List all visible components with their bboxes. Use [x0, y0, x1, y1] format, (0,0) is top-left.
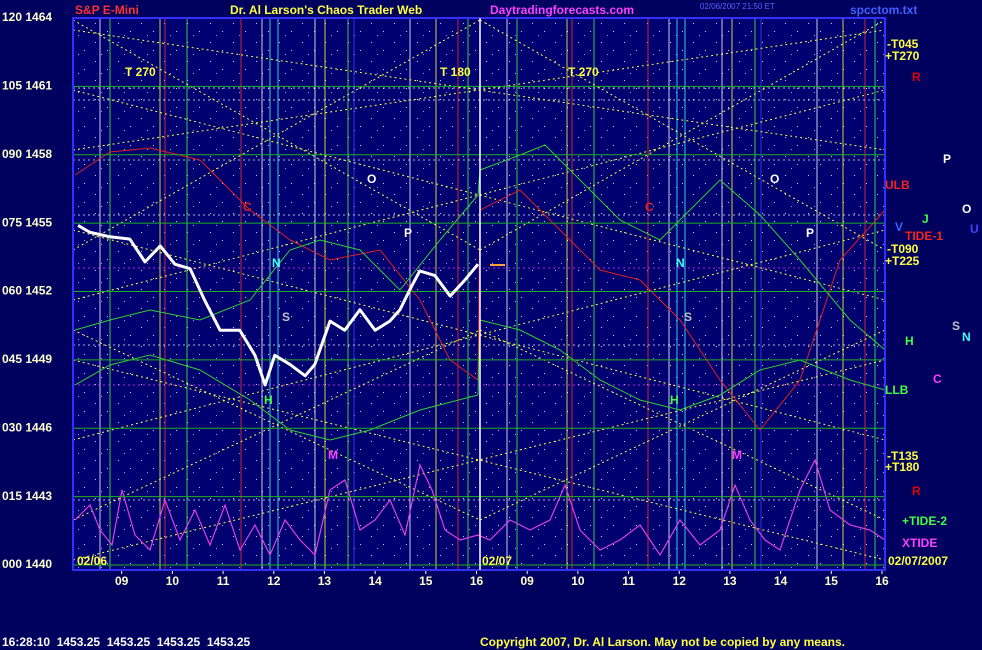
y-tick-label: 030 1446: [2, 420, 52, 434]
x-tick-label: 16: [875, 574, 889, 588]
copyright: Copyright 2007, Dr. Al Larson. May not b…: [480, 635, 845, 649]
chart-title: Dr. Al Larson's Chaos Trader Web: [230, 3, 422, 17]
annotation: N: [272, 256, 281, 270]
annotation: +T270: [885, 49, 920, 63]
x-tick-label: 09: [521, 574, 535, 588]
annotation: 02/07: [482, 554, 512, 568]
trend-line: [72, 359, 886, 561]
site: Daytradingforecasts.com: [490, 3, 634, 17]
annotation: P: [404, 226, 412, 240]
y-tick-label: 120 1464: [2, 10, 52, 24]
x-tick-label: 15: [825, 574, 839, 588]
annotation: H: [905, 334, 914, 348]
x-tick-label: 13: [723, 574, 737, 588]
instrument: S&P E-Mini: [75, 3, 139, 17]
annotation: P: [943, 152, 951, 166]
plot-border: [72, 17, 886, 571]
y-tick-label: 015 1443: [2, 489, 52, 503]
annotation: H: [264, 393, 273, 407]
annotation: H: [670, 393, 679, 407]
x-tick-label: 11: [622, 574, 635, 588]
red-band: [74, 147, 886, 431]
annotation: T 270: [125, 65, 156, 79]
annotation: -T090: [887, 242, 919, 256]
annotation: R: [912, 70, 921, 84]
annotation: S: [952, 319, 960, 333]
x-tick-label: 12: [673, 574, 687, 588]
annotation: R: [912, 484, 921, 498]
annotation: +T225: [885, 254, 920, 268]
annotation: C: [933, 372, 942, 386]
y-tick-label: 105 1461: [2, 79, 52, 93]
annotation: 02/06: [77, 554, 107, 568]
annotation: O: [770, 172, 779, 186]
annotation: N: [676, 256, 685, 270]
timestamp: 02/06/2007 21:50 ET: [700, 2, 775, 11]
annotation: O: [962, 202, 971, 216]
marks: [73, 17, 885, 574]
annotations: T 270 T 180 T 270 -T045 +T270 R ULB -T09…: [77, 37, 979, 568]
annotation: V: [895, 220, 903, 234]
annotation: M: [328, 448, 338, 462]
annotation: LLB: [885, 383, 909, 397]
x-tick-label: 15: [419, 574, 433, 588]
annotation: M: [732, 448, 742, 462]
annotation: -T045: [887, 37, 919, 51]
annotation: C: [645, 200, 654, 214]
x-tick-label: 14: [774, 574, 788, 588]
annotation: U: [970, 222, 979, 236]
annotation: TIDE-1: [905, 229, 943, 243]
annotation: T 270: [568, 65, 599, 79]
annotation: S: [684, 310, 692, 324]
x-tick-label: 11: [217, 574, 230, 588]
x-tick-label: 10: [571, 574, 585, 588]
overlay-lines: [72, 18, 886, 570]
oscillator: [74, 458, 886, 557]
trend-line: [72, 29, 886, 151]
x-tick-label: 13: [318, 574, 332, 588]
annotation: 02/07/2007: [888, 554, 948, 568]
annotation: O: [367, 172, 376, 186]
annotation: -T135: [887, 449, 919, 463]
x-tick-label: 16: [470, 574, 484, 588]
status-line: 16:28:10 1453.25 1453.25 1453.25 1453.25: [2, 635, 251, 649]
annotation: T 180: [440, 65, 471, 79]
annotation: J: [922, 212, 929, 226]
y-tick-label: 075 1455: [2, 215, 52, 229]
x-tick-label: 12: [267, 574, 281, 588]
annotation: N: [962, 330, 971, 344]
y-tick-label: 090 1458: [2, 147, 52, 161]
annotation: XTIDE: [902, 536, 937, 550]
y-tick-label: 045 1449: [2, 352, 52, 366]
trend-line: [72, 359, 886, 561]
annotation: S: [282, 310, 290, 324]
annotation: +TIDE-2: [902, 514, 947, 528]
y-tick-label: 060 1452: [2, 284, 52, 298]
x-tick-label: 09: [115, 574, 129, 588]
x-tick-label: 10: [166, 574, 180, 588]
file-name: spcctom.txt: [850, 3, 917, 17]
y-tick-label: 000 1440: [2, 557, 52, 571]
x-tick-label: 14: [368, 574, 382, 588]
annotation: +T180: [885, 460, 920, 474]
annotation: ULB: [885, 178, 910, 192]
price-line: [77, 224, 480, 387]
annotation: P: [806, 226, 814, 240]
annotation: C: [243, 200, 252, 214]
